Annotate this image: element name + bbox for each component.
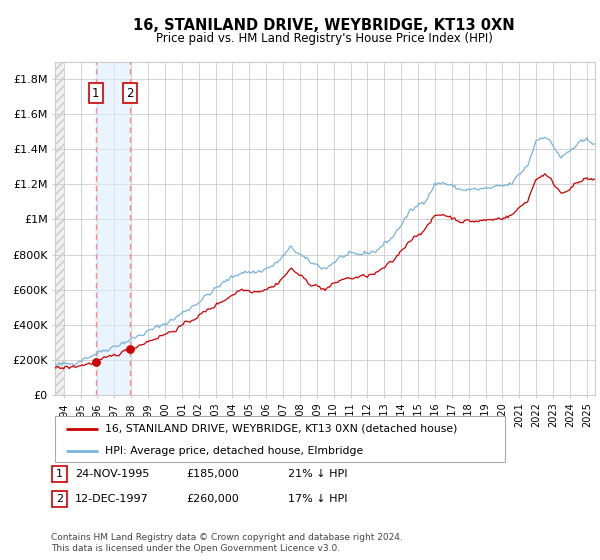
Text: HPI: Average price, detached house, Elmbridge: HPI: Average price, detached house, Elmb… xyxy=(104,446,363,455)
Point xyxy=(125,345,135,354)
Text: £185,000: £185,000 xyxy=(186,469,239,479)
Text: 2: 2 xyxy=(56,494,63,504)
Text: 1: 1 xyxy=(56,469,63,479)
Text: £260,000: £260,000 xyxy=(186,494,239,504)
Text: Price paid vs. HM Land Registry's House Price Index (HPI): Price paid vs. HM Land Registry's House … xyxy=(155,32,493,45)
Bar xyxy=(95,62,130,395)
Text: 16, STANILAND DRIVE, WEYBRIDGE, KT13 0XN: 16, STANILAND DRIVE, WEYBRIDGE, KT13 0XN xyxy=(133,18,515,33)
Text: 12-DEC-1997: 12-DEC-1997 xyxy=(75,494,149,504)
FancyBboxPatch shape xyxy=(55,416,505,462)
FancyBboxPatch shape xyxy=(52,466,67,482)
Point xyxy=(91,358,100,367)
Text: 21% ↓ HPI: 21% ↓ HPI xyxy=(288,469,347,479)
Text: 24-NOV-1995: 24-NOV-1995 xyxy=(75,469,149,479)
Text: 2: 2 xyxy=(127,87,134,100)
FancyBboxPatch shape xyxy=(52,491,67,507)
Text: 16, STANILAND DRIVE, WEYBRIDGE, KT13 0XN (detached house): 16, STANILAND DRIVE, WEYBRIDGE, KT13 0XN… xyxy=(104,424,457,434)
Text: Contains HM Land Registry data © Crown copyright and database right 2024.
This d: Contains HM Land Registry data © Crown c… xyxy=(51,533,403,553)
Bar xyxy=(55,62,64,395)
Text: 1: 1 xyxy=(92,87,100,100)
Text: 17% ↓ HPI: 17% ↓ HPI xyxy=(288,494,347,504)
